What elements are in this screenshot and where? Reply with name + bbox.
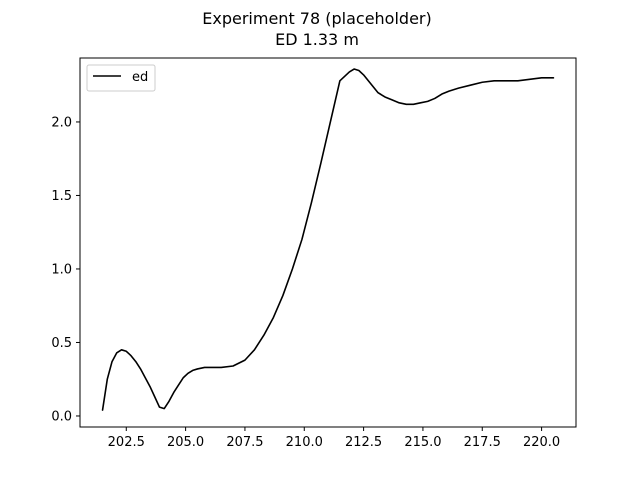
y-tick-label: 2.0 (51, 115, 72, 130)
x-tick-label: 207.5 (226, 435, 263, 450)
x-tick-label: 210.0 (286, 435, 323, 450)
chart-subtitle: ED 1.33 m (275, 30, 359, 49)
series-line-ed (101, 68, 555, 411)
x-tick-label: 220.0 (523, 435, 560, 450)
y-tick-label: 0.5 (51, 336, 72, 351)
legend-box (86, 64, 156, 92)
series-layer (101, 68, 555, 411)
y-axis: 0.0 0.5 1.0 1.5 2.0 (51, 115, 80, 424)
x-tick-label: 205.0 (167, 435, 204, 450)
x-tick-label: 202.5 (108, 435, 145, 450)
plot-area: 202.5 205.0 207.5 210.0 212.5 215.0 217.5 220.0… (51, 57, 577, 450)
legend-label-ed: ed (132, 70, 148, 85)
y-tick-label: 1.5 (51, 189, 72, 204)
x-tick-label: 217.5 (464, 435, 501, 450)
legend: ed (86, 64, 156, 92)
x-tick-label: 212.5 (345, 435, 382, 450)
y-tick-label: 0.0 (51, 409, 72, 424)
x-tick-label: 215.0 (404, 435, 441, 450)
chart-title: Experiment 78 (placeholder) (202, 9, 431, 28)
x-axis: 202.5 205.0 207.5 210.0 212.5 215.0 217.5 220.0 (108, 427, 560, 450)
y-tick-label: 1.0 (51, 262, 72, 277)
axes-frame (79, 57, 577, 428)
